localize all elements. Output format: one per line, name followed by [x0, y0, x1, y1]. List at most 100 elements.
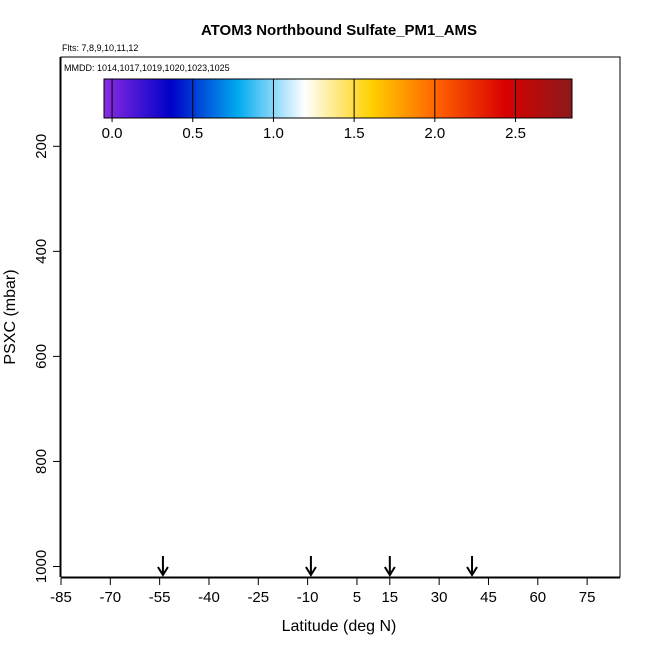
sample-point [389, 370, 394, 375]
sample-point [219, 233, 224, 238]
sample-point [126, 285, 131, 290]
sample-point [237, 436, 242, 441]
sample-point [430, 538, 435, 543]
sample-point [418, 346, 423, 351]
sample-point [413, 526, 418, 531]
sample-point [347, 397, 352, 402]
sample-point [430, 549, 435, 554]
sample-point [314, 252, 319, 257]
sample-point [128, 501, 133, 506]
sample-point [196, 238, 201, 243]
sample-point [400, 393, 405, 398]
sample-point [232, 331, 237, 336]
sample-point [284, 165, 289, 170]
sample-point [377, 526, 382, 531]
sample-point [401, 194, 406, 199]
sample-point [300, 446, 305, 451]
sample-point [379, 212, 384, 217]
sample-point [581, 184, 586, 189]
sample-point [211, 470, 216, 475]
sample-point [206, 540, 211, 545]
sample-point [509, 342, 514, 347]
sample-point [257, 360, 262, 365]
sample-point [424, 512, 429, 517]
sample-point [173, 540, 178, 545]
sample-point [176, 287, 181, 292]
sample-point [559, 264, 564, 269]
sample-point [279, 243, 284, 248]
sample-point [397, 381, 402, 386]
sample-point [564, 331, 569, 336]
sample-point [550, 305, 555, 310]
sample-point [445, 421, 450, 426]
sample-point [545, 208, 550, 213]
sample-point [231, 248, 236, 253]
sample-point [438, 194, 443, 199]
sample-point [358, 230, 363, 235]
sample-point [360, 279, 365, 284]
sample-point [376, 339, 381, 344]
sample-point [223, 353, 228, 358]
sample-point [463, 508, 468, 513]
sample-point [303, 464, 308, 469]
sample-point [584, 181, 589, 186]
colorbar-tick-label: 0.0 [102, 125, 123, 142]
sample-point [467, 232, 472, 237]
sample-point [585, 253, 590, 258]
sample-point [560, 402, 565, 407]
sample-point [244, 250, 249, 255]
sample-point [448, 449, 453, 454]
sample-point [249, 213, 254, 218]
sample-point [363, 362, 368, 367]
sample-point [347, 141, 352, 146]
sample-point [329, 415, 334, 420]
sample-point [390, 444, 395, 449]
sample-point [361, 414, 366, 419]
x-tick-label: 15 [381, 589, 398, 606]
sample-point [400, 381, 405, 386]
sample-point [235, 190, 240, 195]
sample-point [146, 305, 151, 310]
sample-point [122, 461, 127, 466]
sample-point [314, 548, 319, 553]
sample-point [578, 371, 583, 376]
profile-markers [157, 556, 478, 577]
sample-point [325, 295, 330, 300]
sample-point [183, 390, 188, 395]
sample-point [245, 353, 250, 358]
sample-point [521, 481, 526, 486]
sample-point [576, 301, 581, 306]
sample-point [545, 317, 550, 322]
sample-point [228, 454, 233, 459]
sample-point [125, 278, 130, 283]
sample-point [273, 532, 278, 537]
sample-point [182, 328, 187, 333]
sample-point [484, 278, 489, 283]
x-tick-label: -40 [198, 589, 220, 606]
sample-point [193, 383, 198, 388]
sample-point [471, 551, 476, 556]
sample-point [587, 340, 592, 345]
sample-point [303, 508, 308, 513]
sample-point [512, 546, 517, 551]
sample-point [139, 352, 144, 357]
sample-point [234, 516, 239, 521]
sample-point [598, 512, 603, 517]
sample-point [508, 350, 513, 355]
sample-point [286, 353, 291, 358]
sample-point [291, 193, 296, 198]
sample-point [144, 339, 149, 344]
sample-point [160, 162, 165, 167]
sample-point [165, 153, 170, 158]
sample-point [455, 525, 460, 530]
sample-point [233, 505, 238, 510]
colorbar-gradient [103, 78, 573, 119]
x-tick-label: 60 [529, 589, 546, 606]
sample-point [127, 158, 132, 163]
sample-point [249, 362, 254, 367]
x-tick-label: -55 [149, 589, 171, 606]
sample-points [95, 139, 603, 568]
sample-point [130, 225, 135, 230]
sample-point [312, 194, 317, 199]
sample-point [551, 223, 556, 228]
